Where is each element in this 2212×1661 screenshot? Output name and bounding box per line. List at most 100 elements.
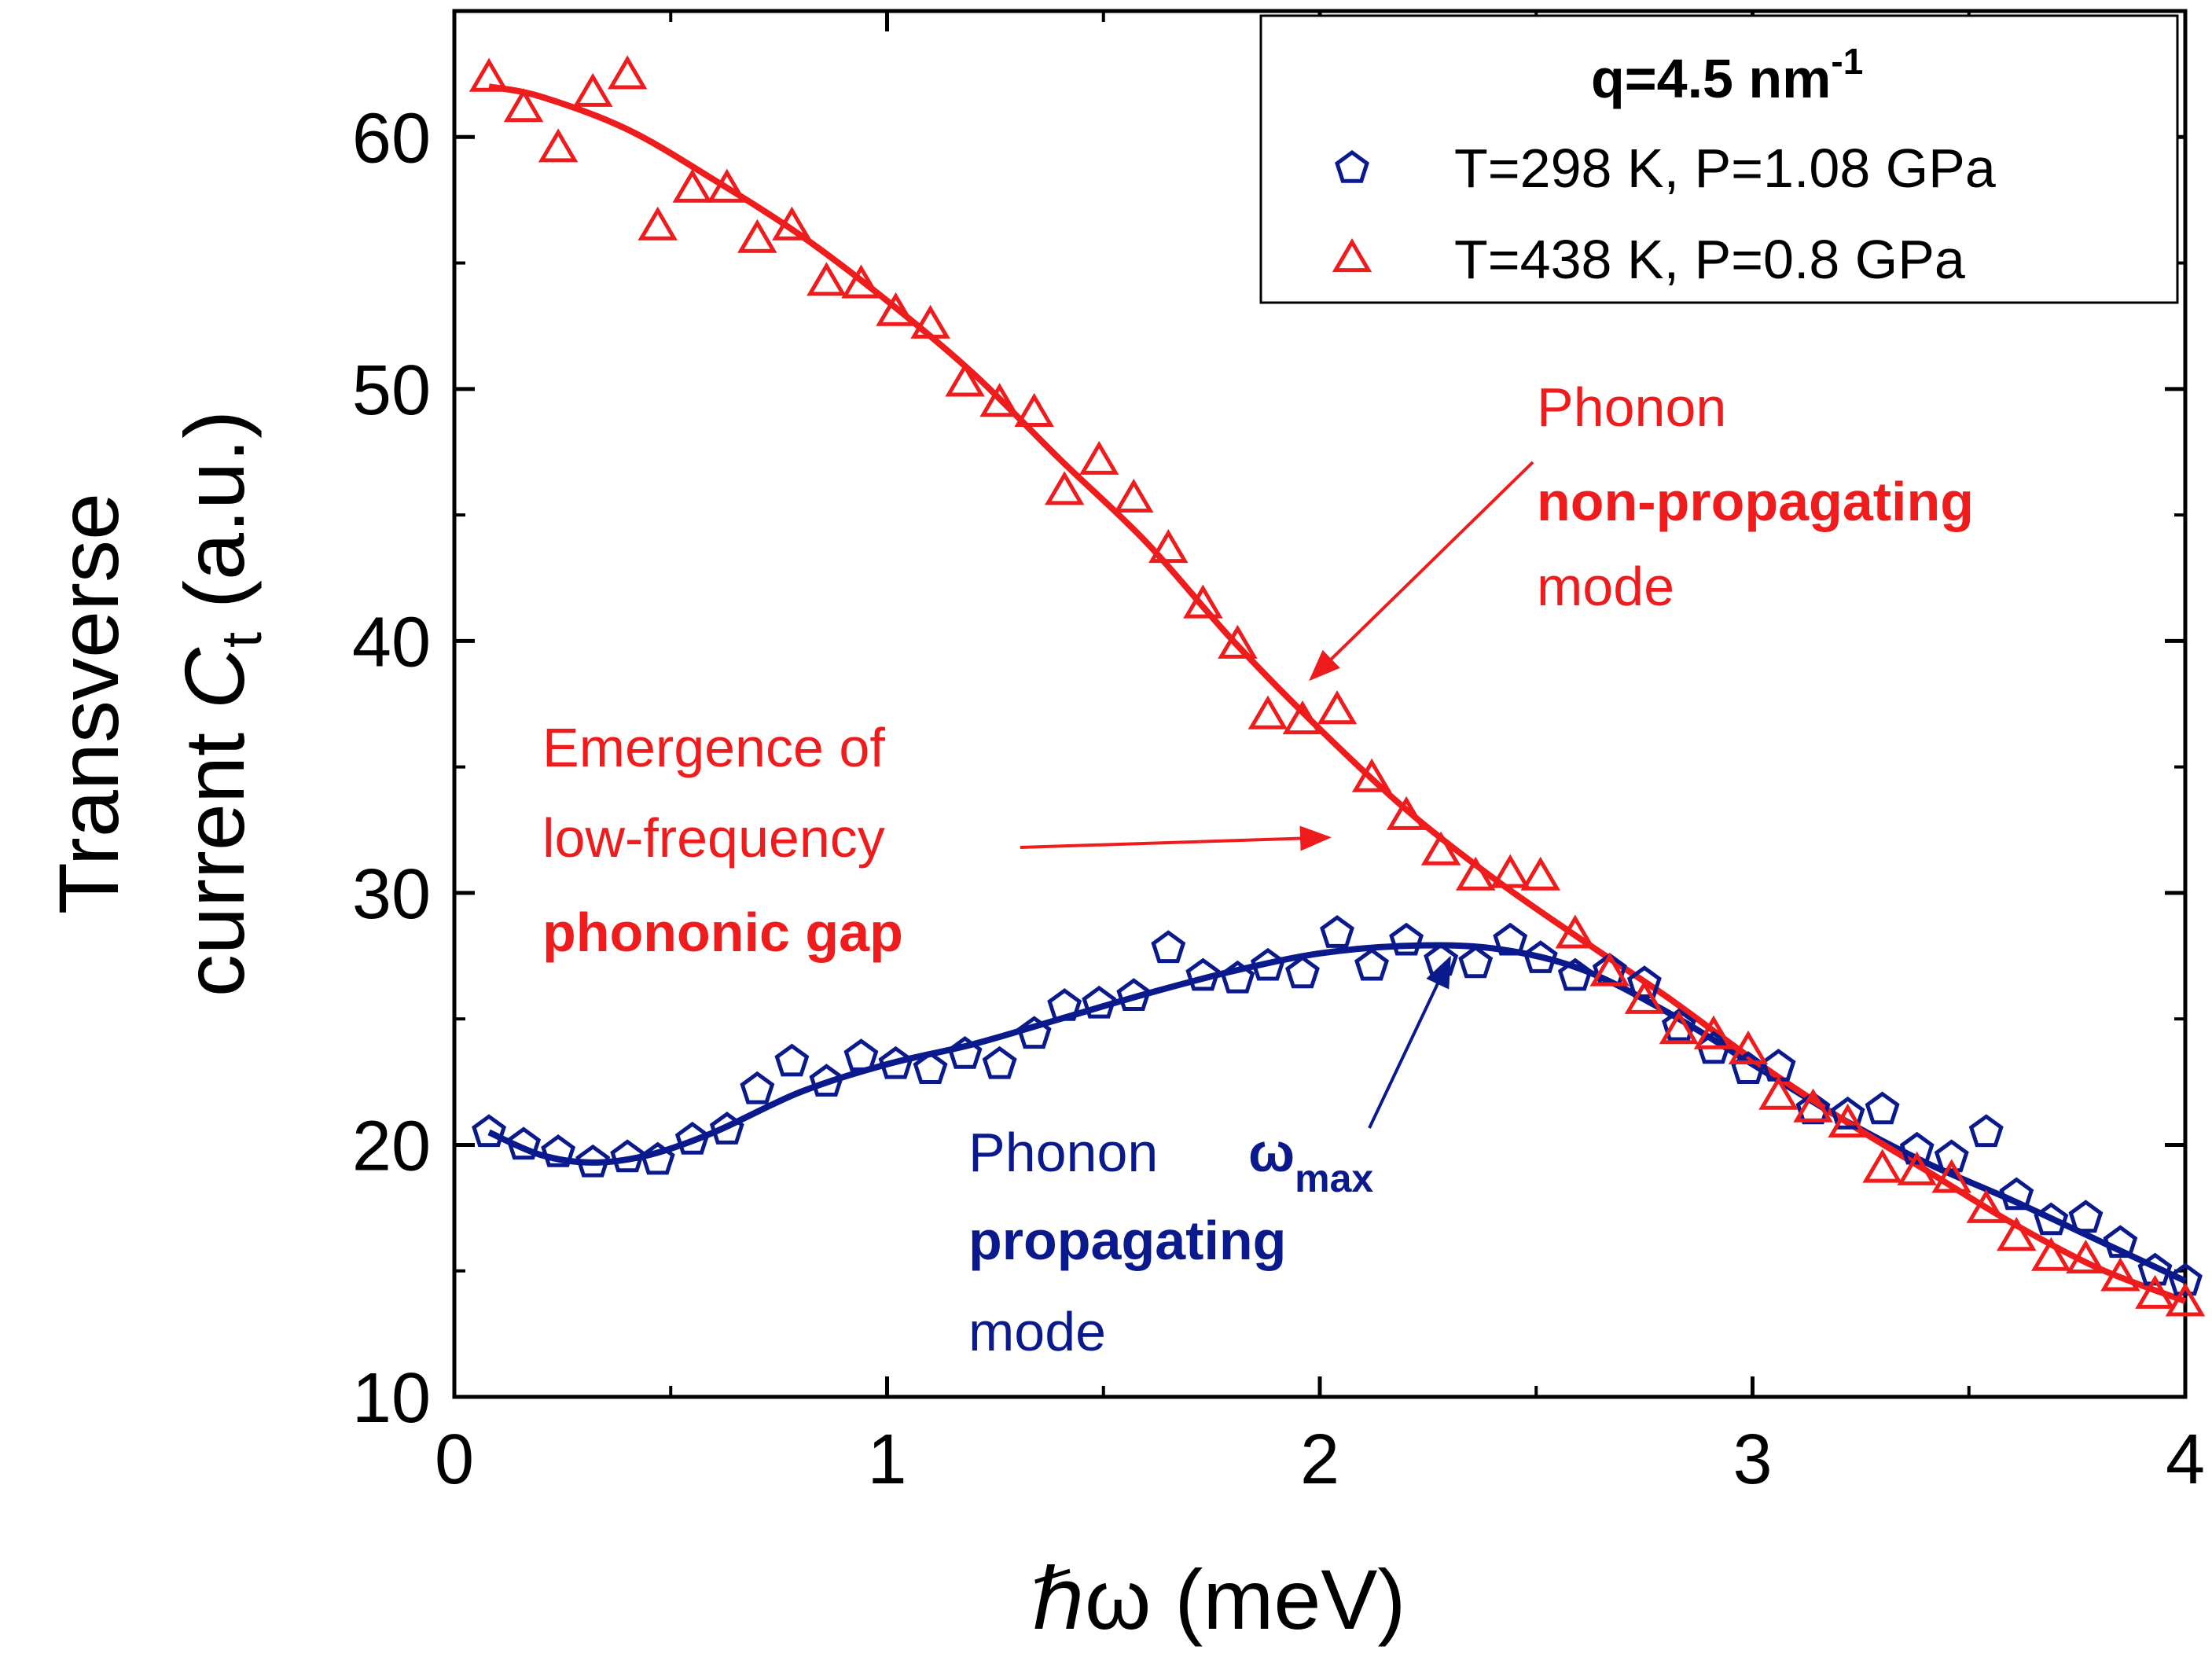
x-tick-label: 1 — [867, 1420, 906, 1499]
x-tick-label: 4 — [2166, 1420, 2205, 1499]
y-tick-label: 20 — [352, 1107, 431, 1185]
data-point-298K — [1865, 1091, 1900, 1125]
legend-label-438K: T=438 K, P=0.8 GPa — [1454, 229, 1965, 290]
data-point-298K — [947, 1036, 983, 1069]
gap-annotation-line1: Emergence of — [542, 717, 885, 778]
data-point-298K — [1220, 960, 1255, 994]
data-point-298K — [472, 1114, 507, 1148]
data-point-438K — [1758, 1075, 1799, 1110]
data-point-298K — [1661, 1008, 1696, 1042]
y-axis-title-symbol: C — [167, 647, 262, 709]
data-point-438K — [910, 304, 950, 339]
data-point-438K — [772, 206, 812, 241]
data-point-298K — [913, 1051, 948, 1084]
y-axis-title-prefix: current — [167, 709, 262, 997]
data-point-438K — [1828, 1103, 1868, 1137]
data-point-438K — [1282, 700, 1323, 735]
data-point-298K — [541, 1134, 576, 1167]
data-point-298K — [1899, 1131, 1935, 1165]
data-point-298K — [2068, 1200, 2104, 1233]
data-point-298K — [1389, 922, 1424, 956]
data-point-438K — [1078, 440, 1119, 475]
data-point-438K — [1183, 584, 1223, 619]
x-tick-label: 2 — [1300, 1420, 1339, 1499]
data-point-438K — [1014, 392, 1054, 427]
data-point-298K — [1320, 915, 1354, 948]
data-point-438K — [707, 168, 748, 203]
data-point-298K — [610, 1139, 645, 1173]
data-point-438K — [1351, 758, 1392, 792]
legend-box — [1259, 14, 2179, 304]
data-point-438K — [572, 72, 613, 107]
fit-438K-curve — [488, 83, 2187, 1304]
data-point-438K — [1490, 854, 1530, 888]
data-point-298K — [1523, 940, 1558, 973]
nonprop-annotation-line3: mode — [1537, 556, 1674, 617]
data-point-298K — [1999, 1177, 2034, 1211]
data-point-298K — [809, 1064, 844, 1097]
legend-title: q=4.5 nm-1 — [1591, 41, 1863, 109]
data-point-438K — [1624, 979, 1665, 1014]
data-point-298K — [1047, 988, 1082, 1021]
data-point-438K — [1728, 1030, 1769, 1064]
data-point-438K — [1693, 1015, 1734, 1049]
y-tick-label: 50 — [352, 351, 431, 430]
data-point-438K — [1897, 1151, 1937, 1185]
data-point-438K — [737, 219, 777, 253]
data-point-298K — [1424, 943, 1459, 976]
data-point-438K — [672, 168, 713, 203]
legend-marker-pentagon — [1335, 149, 1369, 183]
data-point-438K — [1455, 856, 1496, 891]
data-point-298K — [709, 1112, 744, 1145]
legend: q=4.5 nm-1 T=298 K, P=1.08 GPa T=438 K, … — [1259, 14, 2179, 304]
data-markers — [468, 55, 2206, 1317]
y-tick-label: 60 — [352, 99, 431, 178]
legend-triangle-shape — [1332, 238, 1372, 273]
nonprop-arrow — [1309, 461, 1534, 682]
data-point-298K — [843, 1038, 879, 1071]
data-point-298K — [1185, 957, 1221, 991]
data-point-438K — [1555, 914, 1596, 949]
data-point-298K — [575, 1144, 611, 1178]
legend-title-sup: -1 — [1831, 41, 1863, 82]
data-point-438K — [1966, 1189, 2007, 1223]
data-point-298K — [982, 1045, 1017, 1079]
data-point-298K — [2034, 1202, 2069, 1236]
data-point-298K — [1250, 947, 1285, 981]
data-point-438K — [1386, 796, 1427, 830]
data-point-298K — [1968, 1114, 2004, 1148]
x-tick-label: 0 — [435, 1420, 474, 1499]
data-point-298K — [1934, 1139, 1969, 1173]
y-axis-title-line2: current Ct (a.u.) — [167, 410, 274, 997]
prop-annotation-omega: ω — [1248, 1122, 1295, 1183]
gap-annotation-line3: phononic gap — [542, 902, 903, 963]
data-point-438K — [1317, 690, 1358, 725]
data-point-298K — [2103, 1225, 2138, 1259]
data-point-438K — [1420, 831, 1461, 865]
data-point-438K — [2031, 1237, 2071, 1271]
x-axis-title: ℏω (meV) — [1031, 1552, 1406, 1647]
data-point-438K — [1148, 529, 1189, 564]
gap-arrow — [1020, 825, 1332, 851]
data-point-298K — [1016, 1016, 1052, 1049]
legend-label-298K: T=298 K, P=1.08 GPa — [1454, 138, 1996, 199]
tick-labels: 0 1 2 3 4 10 20 30 40 50 60 — [352, 99, 2205, 1499]
y-axis-title-subscript: t — [211, 632, 274, 648]
data-point-438K — [1520, 856, 1561, 891]
data-point-438K — [2135, 1274, 2175, 1309]
data-point-298K — [1151, 930, 1186, 964]
data-point-298K — [1626, 965, 1662, 998]
data-point-298K — [1557, 957, 1593, 991]
y-axis-title-suffix: (a.u.) — [167, 410, 262, 632]
y-tick-label: 10 — [352, 1359, 431, 1438]
data-point-438K — [1931, 1159, 1971, 1193]
x-tick-label: 3 — [1732, 1420, 1772, 1499]
data-point-298K — [1082, 985, 1117, 1019]
legend-pentagon-shape — [1335, 149, 1369, 183]
gap-annotation-line2: low-frequency — [542, 807, 885, 869]
legend-title-main: q=4.5 nm — [1591, 48, 1831, 109]
data-point-438K — [1247, 695, 1288, 729]
legend-marker-triangle — [1332, 238, 1372, 273]
data-point-298K — [2168, 1262, 2203, 1296]
data-point-438K — [807, 262, 847, 296]
